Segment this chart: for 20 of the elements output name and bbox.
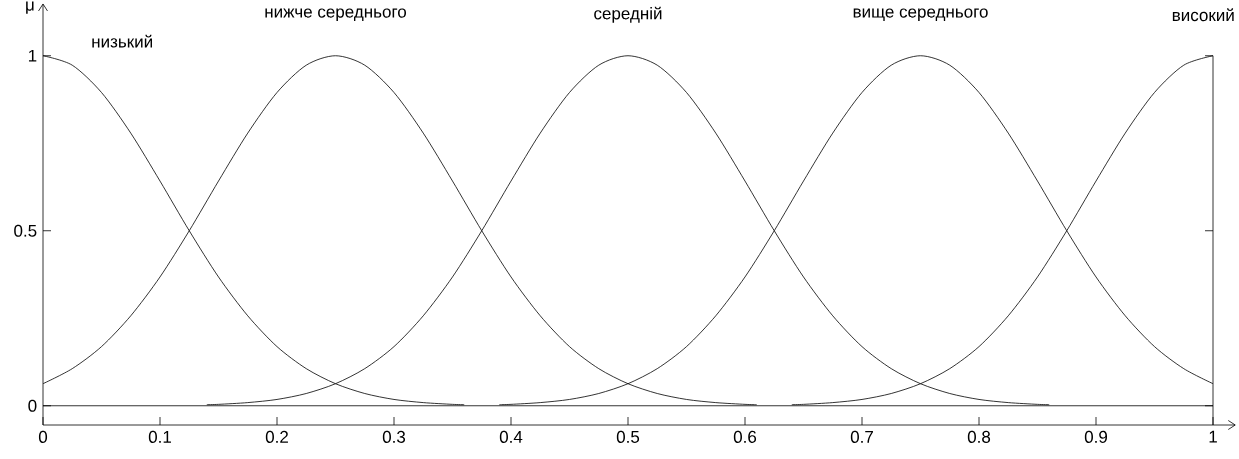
x-tick-label: 0.2 <box>265 430 288 443</box>
text: вище середнього <box>853 8 988 22</box>
x-tick-label: 0.6 <box>733 430 757 443</box>
y-tick-label: 0.5 <box>14 224 37 237</box>
y-tick-label: 1 <box>28 49 37 62</box>
x-tick-label: 0.1 <box>148 430 171 443</box>
x-tick-label: 0 <box>38 430 48 443</box>
text: високий <box>1172 8 1234 22</box>
y-tick-label: 0 <box>28 399 37 412</box>
x-tick-label: 0.5 <box>616 430 640 443</box>
x-tick-label: 0.9 <box>1084 430 1108 443</box>
text: нижче середнього <box>265 8 407 22</box>
x-tick-label: 0.8 <box>967 430 991 443</box>
text: середній <box>594 6 662 23</box>
x-tick-label: 0.7 <box>850 430 873 443</box>
x-tick-label: 0.3 <box>382 430 406 443</box>
x-tick-label: 1 <box>1209 430 1217 443</box>
series-label: низький <box>92 34 152 48</box>
y-axis-title: μ <box>26 1 34 14</box>
x-tick-label: 0.4 <box>499 430 523 443</box>
